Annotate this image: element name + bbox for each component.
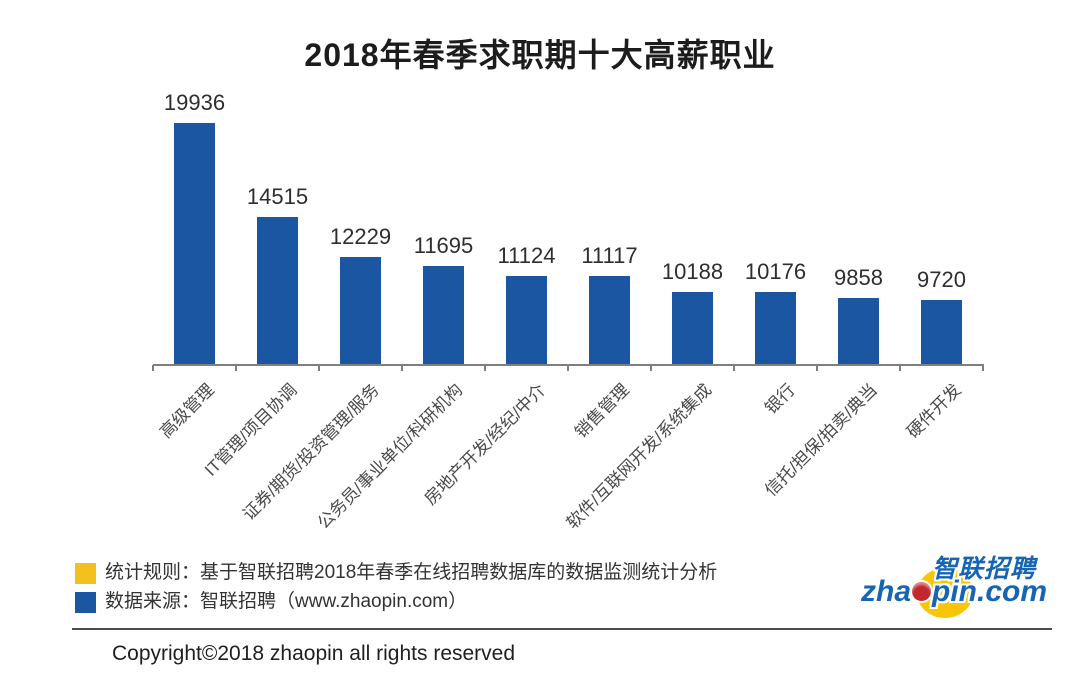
bar: [257, 217, 298, 365]
axis-tick: [899, 365, 901, 371]
bar-value-label: 12229: [329, 224, 392, 249]
bar: [340, 257, 381, 365]
category-label: 软件/互联网开发/系统集成: [562, 380, 716, 533]
logo-red-dot-icon: [912, 582, 932, 601]
bar: [921, 300, 962, 365]
axis-tick: [733, 365, 735, 371]
axis-tick: [484, 365, 486, 371]
bar-value-label: 14515: [246, 184, 309, 209]
axis-tick: [816, 365, 818, 371]
legend-label-source: 数据来源：智联招聘（www.zhaopin.com）: [105, 591, 468, 612]
category-label: 公务员/事业单位/科研机构: [313, 380, 467, 533]
bar: [672, 292, 713, 365]
category-label: 高级管理: [155, 380, 218, 442]
legend-label-rules: 统计规则：基于智联招聘2018年春季在线招聘数据库的数据监测统计分析: [105, 562, 718, 583]
legend-swatch-rules: [75, 563, 96, 584]
logo-domain-suffix: pin.com: [932, 575, 1048, 608]
axis-tick: [567, 365, 569, 371]
bar: [589, 276, 630, 365]
category-label: 银行: [760, 380, 799, 418]
axis-tick: [982, 365, 984, 371]
axis-tick: [318, 365, 320, 371]
axis-tick: [401, 365, 403, 371]
category-label: 证券/期货/投资管理/服务: [239, 380, 384, 524]
footer-separator-line: [72, 628, 1052, 630]
bar-value-label: 11124: [497, 243, 556, 268]
zhaopin-logo: 智联招聘 zha pin.com: [858, 542, 1063, 626]
bar-value-label: 19936: [163, 90, 226, 115]
logo-chinese-text: 智联招聘: [932, 555, 1037, 583]
logo-domain-prefix: zha: [861, 575, 912, 608]
copyright-text: Copyright©2018 zhaopin all rights reserv…: [112, 642, 516, 665]
category-label: 销售管理: [570, 380, 633, 442]
category-label: 硬件开发: [902, 380, 965, 442]
bar-value-label: 9858: [834, 265, 883, 290]
bar-value-label: 10176: [744, 259, 807, 284]
axis-tick: [650, 365, 652, 371]
axis-tick: [152, 365, 154, 371]
bar: [423, 266, 464, 365]
legend-swatch-source: [75, 592, 96, 613]
bar: [838, 298, 879, 365]
axis-tick: [235, 365, 237, 371]
bar: [755, 292, 796, 365]
bar-value-label: 11117: [581, 243, 638, 268]
bar: [174, 123, 215, 365]
bar: [506, 276, 547, 365]
bar-value-label: 11695: [413, 233, 474, 258]
chart-title: 2018年春季求职期十大高薪职业: [304, 37, 776, 73]
bar-value-label: 10188: [661, 259, 724, 284]
logo-domain-text: zha pin.com: [861, 575, 1047, 609]
bar-value-label: 9720: [917, 267, 966, 292]
